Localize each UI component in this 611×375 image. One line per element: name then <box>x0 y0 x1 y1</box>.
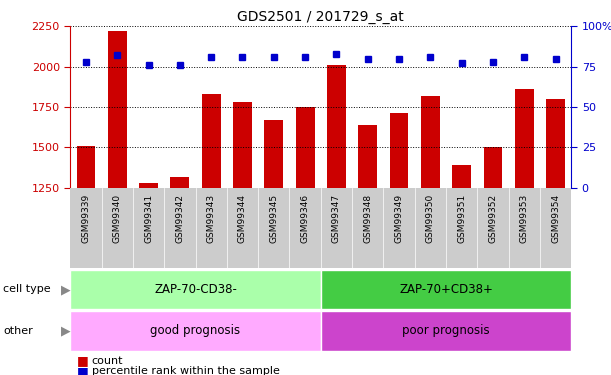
Text: GSM99339: GSM99339 <box>81 194 90 243</box>
Text: GSM99341: GSM99341 <box>144 194 153 243</box>
Bar <box>108 31 126 188</box>
Bar <box>170 177 189 188</box>
Bar <box>421 96 440 188</box>
Text: ▶: ▶ <box>61 283 71 296</box>
Bar <box>139 183 158 188</box>
Text: ■: ■ <box>76 354 88 367</box>
Text: poor prognosis: poor prognosis <box>402 324 490 338</box>
Text: GSM99343: GSM99343 <box>207 194 216 243</box>
Text: good prognosis: good prognosis <box>150 324 241 338</box>
Bar <box>327 65 346 188</box>
Text: ZAP-70+CD38+: ZAP-70+CD38+ <box>399 283 493 296</box>
Text: GSM99353: GSM99353 <box>520 194 529 243</box>
Text: other: other <box>3 326 33 336</box>
Text: GSM99340: GSM99340 <box>113 194 122 243</box>
Bar <box>452 165 471 188</box>
Bar <box>515 89 534 188</box>
Text: ZAP-70-CD38-: ZAP-70-CD38- <box>154 283 237 296</box>
Bar <box>359 124 377 188</box>
Text: ■: ■ <box>76 365 88 375</box>
Title: GDS2501 / 201729_s_at: GDS2501 / 201729_s_at <box>238 10 404 24</box>
Bar <box>202 94 221 188</box>
Text: count: count <box>92 356 123 366</box>
Text: GSM99345: GSM99345 <box>269 194 278 243</box>
Text: GSM99348: GSM99348 <box>364 194 372 243</box>
Text: GSM99354: GSM99354 <box>551 194 560 243</box>
Bar <box>546 99 565 188</box>
Bar <box>265 120 284 188</box>
Text: GSM99342: GSM99342 <box>175 194 185 243</box>
Bar <box>296 107 315 188</box>
Bar <box>76 146 95 188</box>
Text: GSM99346: GSM99346 <box>301 194 310 243</box>
Text: GSM99350: GSM99350 <box>426 194 435 243</box>
Bar <box>484 147 502 188</box>
Text: GSM99351: GSM99351 <box>457 194 466 243</box>
Text: percentile rank within the sample: percentile rank within the sample <box>92 366 279 375</box>
Text: GSM99344: GSM99344 <box>238 194 247 243</box>
Bar <box>70 270 321 309</box>
Bar <box>321 311 571 351</box>
Bar <box>390 113 409 188</box>
Text: GSM99352: GSM99352 <box>489 194 497 243</box>
Bar <box>70 311 321 351</box>
Text: cell type: cell type <box>3 285 51 294</box>
Text: GSM99347: GSM99347 <box>332 194 341 243</box>
Bar <box>321 270 571 309</box>
Text: ▶: ▶ <box>61 324 71 337</box>
Text: GSM99349: GSM99349 <box>395 194 403 243</box>
Bar <box>233 102 252 188</box>
